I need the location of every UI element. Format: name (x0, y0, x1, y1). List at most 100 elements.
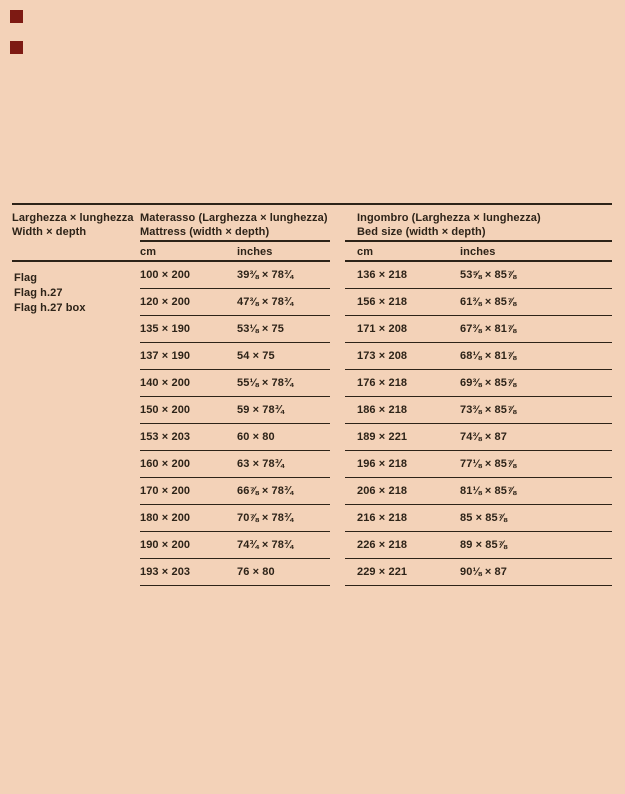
mattress-cm-value: 120 × 200 (140, 289, 237, 316)
mattress-cm-value: 137 × 190 (140, 343, 237, 370)
product-label-flag-h27: Flag h.27 (14, 287, 63, 299)
mattress-cm-value: 180 × 200 (140, 505, 237, 532)
column-gap (330, 205, 345, 242)
mattress-inches-value: 74¾ × 78¾ (237, 532, 330, 559)
size-column-header-line2: Width × depth (12, 226, 87, 238)
mattress-cm-value: 190 × 200 (140, 532, 237, 559)
bed-cm-value: 186 × 218 (345, 397, 460, 424)
column-gap (330, 559, 345, 586)
table-row: 180 × 200 70⅞ × 78¾ 216 × 218 85 × 85⅞ (12, 505, 612, 532)
bed-inches-value: 77⅛ × 85⅞ (460, 451, 612, 478)
bed-cm-value: 171 × 208 (345, 316, 460, 343)
table-row: 120 × 200 47⅜ × 78¾ 156 × 218 61⅜ × 85⅞ (12, 289, 612, 316)
bed-inches-value: 89 × 85⅞ (460, 532, 612, 559)
column-gap (330, 316, 345, 343)
mattress-group-header: Materasso (Larghezza × lunghezza) Mattre… (140, 205, 330, 242)
bed-cm-value: 173 × 208 (345, 343, 460, 370)
product-label-flag-h27-box: Flag h.27 box (14, 302, 86, 314)
mattress-cm-header: cm (140, 242, 237, 262)
bed-cm-value: 136 × 218 (345, 262, 460, 289)
mattress-cm-value: 135 × 190 (140, 316, 237, 343)
table-row: 190 × 200 74¾ × 78¾ 226 × 218 89 × 85⅞ (12, 532, 612, 559)
row-label-spacer (12, 316, 140, 343)
mattress-inches-value: 60 × 80 (237, 424, 330, 451)
table-group-header: Larghezza × lunghezza Width × depth Mate… (12, 205, 612, 242)
table-row: 140 × 200 55⅛ × 78¾ 176 × 218 69⅜ × 85⅞ (12, 370, 612, 397)
mattress-inches-value: 76 × 80 (237, 559, 330, 586)
bed-inches-value: 68⅛ × 81⅞ (460, 343, 612, 370)
column-gap (330, 505, 345, 532)
mattress-inches-value: 66⅞ × 78¾ (237, 478, 330, 505)
bed-inches-value: 74⅜ × 87 (460, 424, 612, 451)
column-gap (330, 242, 345, 262)
bed-inches-value: 81⅛ × 85⅞ (460, 478, 612, 505)
column-gap (330, 289, 345, 316)
size-column-header-line1: Larghezza × lunghezza (12, 212, 134, 224)
table-subheader: cm inches cm inches (12, 242, 612, 262)
mattress-cm-value: 153 × 203 (140, 424, 237, 451)
column-gap (330, 424, 345, 451)
mattress-inches-value: 63 × 78¾ (237, 451, 330, 478)
column-gap (330, 370, 345, 397)
bed-cm-value: 216 × 218 (345, 505, 460, 532)
bed-cm-value: 229 × 221 (345, 559, 460, 586)
bed-size-group-header-line1: Ingombro (Larghezza × lunghezza) (357, 212, 541, 224)
table-row: 160 × 200 63 × 78¾ 196 × 218 77⅛ × 85⅞ (12, 451, 612, 478)
size-column-header: Larghezza × lunghezza Width × depth (12, 205, 140, 242)
brand-square-icon (10, 41, 23, 54)
mattress-cm-value: 170 × 200 (140, 478, 237, 505)
bed-inches-value: 90⅛ × 87 (460, 559, 612, 586)
bed-cm-value: 176 × 218 (345, 370, 460, 397)
row-label-spacer (12, 532, 140, 559)
bed-cm-value: 226 × 218 (345, 532, 460, 559)
row-label-spacer (12, 343, 140, 370)
row-label-spacer (12, 424, 140, 451)
mattress-cm-value: 160 × 200 (140, 451, 237, 478)
bed-inches-value: 61⅜ × 85⅞ (460, 289, 612, 316)
row-label-spacer (12, 478, 140, 505)
column-gap (330, 478, 345, 505)
column-gap (330, 397, 345, 424)
bed-cm-value: 156 × 218 (345, 289, 460, 316)
mattress-inches-value: 47⅜ × 78¾ (237, 289, 330, 316)
mattress-inches-value: 55⅛ × 78¾ (237, 370, 330, 397)
table-row: 153 × 203 60 × 80 189 × 221 74⅜ × 87 (12, 424, 612, 451)
bed-inches-value: 73⅜ × 85⅞ (460, 397, 612, 424)
bed-size-group-header: Ingombro (Larghezza × lunghezza) Bed siz… (345, 205, 612, 242)
bed-cm-header: cm (345, 242, 460, 262)
table-row: 193 × 203 76 × 80 229 × 221 90⅛ × 87 (12, 559, 612, 586)
table-row: 170 × 200 66⅞ × 78¾ 206 × 218 81⅛ × 85⅞ (12, 478, 612, 505)
column-gap (330, 532, 345, 559)
table-row: 137 × 190 54 × 75 173 × 208 68⅛ × 81⅞ (12, 343, 612, 370)
mattress-inches-value: 53⅛ × 75 (237, 316, 330, 343)
row-label-spacer (12, 370, 140, 397)
bed-inches-value: 67⅜ × 81⅞ (460, 316, 612, 343)
bed-cm-value: 189 × 221 (345, 424, 460, 451)
row-label-spacer (12, 505, 140, 532)
row-label-spacer (12, 559, 140, 586)
mattress-inches-value: 59 × 78¾ (237, 397, 330, 424)
table-rows: 100 × 200 39⅜ × 78¾ 136 × 218 53⅝ × 85⅞ … (12, 262, 612, 586)
mattress-group-header-line1: Materasso (Larghezza × lunghezza) (140, 212, 328, 224)
table-row: 150 × 200 59 × 78¾ 186 × 218 73⅜ × 85⅞ (12, 397, 612, 424)
mattress-inches-value: 54 × 75 (237, 343, 330, 370)
mattress-inches-value: 70⅞ × 78¾ (237, 505, 330, 532)
bed-inches-value: 85 × 85⅞ (460, 505, 612, 532)
mattress-cm-value: 100 × 200 (140, 262, 237, 289)
column-gap (330, 451, 345, 478)
bed-inches-value: 53⅝ × 85⅞ (460, 262, 612, 289)
bed-inches-value: 69⅜ × 85⅞ (460, 370, 612, 397)
brand-square-icon (10, 10, 23, 23)
product-labels: Flag Flag h.27 Flag h.27 box (14, 271, 86, 316)
mattress-cm-value: 140 × 200 (140, 370, 237, 397)
column-gap (330, 343, 345, 370)
column-gap (330, 262, 345, 289)
table-row: 135 × 190 53⅛ × 75 171 × 208 67⅜ × 81⅞ (12, 316, 612, 343)
row-label-spacer (12, 397, 140, 424)
mattress-inches-value: 39⅜ × 78¾ (237, 262, 330, 289)
mattress-inches-header: inches (237, 242, 330, 262)
dimensions-table: Larghezza × lunghezza Width × depth Mate… (12, 203, 612, 586)
table-row: 100 × 200 39⅜ × 78¾ 136 × 218 53⅝ × 85⅞ (12, 262, 612, 289)
mattress-cm-value: 150 × 200 (140, 397, 237, 424)
